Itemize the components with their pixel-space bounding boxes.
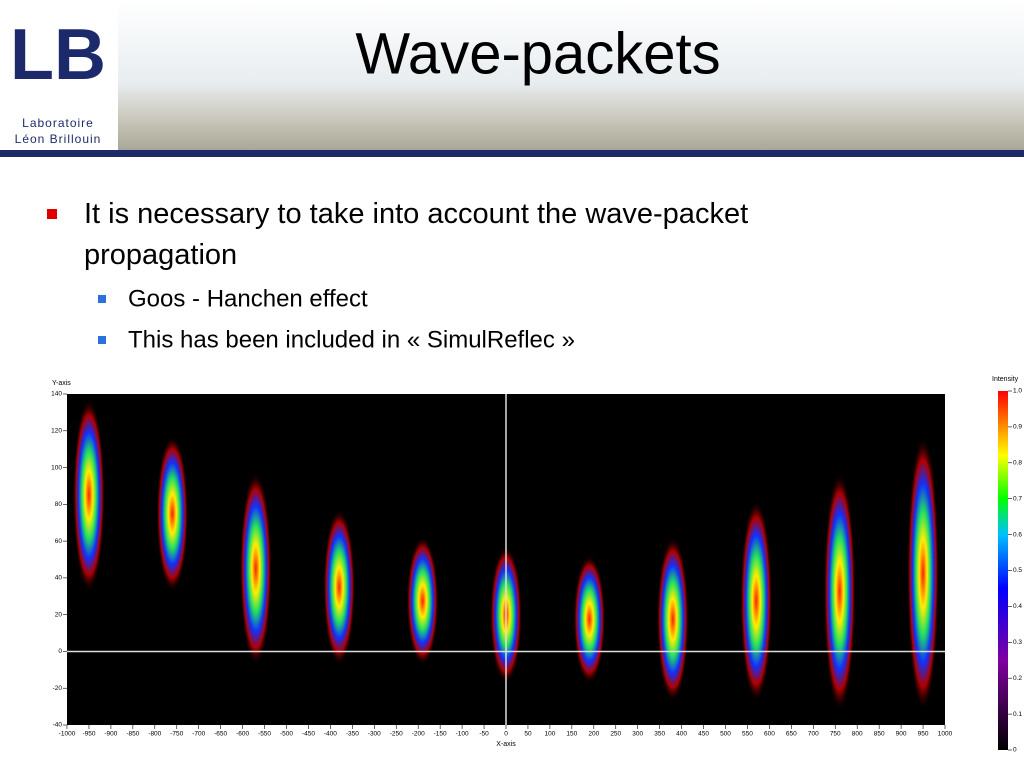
x-tick-label: -250: [390, 731, 403, 738]
x-tick-label: 300: [632, 731, 643, 738]
colorbar-tick-label: 0.3: [1013, 639, 1022, 646]
wave-packet: [656, 536, 689, 703]
wave-packet: [156, 435, 189, 592]
x-tick-label: -550: [258, 731, 271, 738]
colorbar-tick-label: 0.1: [1013, 711, 1022, 718]
wave-packet: [740, 499, 773, 703]
colorbar-title: Intensity: [992, 376, 1019, 383]
bullet-icon: [98, 295, 106, 303]
y-tick-label: -40: [53, 722, 63, 729]
x-tick-label: 200: [588, 731, 599, 738]
x-tick-label: 0: [504, 731, 508, 738]
x-tick-label: -900: [104, 731, 117, 738]
wave-packet: [72, 398, 105, 592]
wave-packet: [239, 471, 272, 666]
colorbar-tick-label: 0.4: [1013, 603, 1022, 610]
x-tick-label: 900: [896, 731, 907, 738]
colorbar: [998, 391, 1008, 750]
y-tick-label: 120: [51, 427, 62, 434]
wave-packet: [823, 471, 856, 712]
logo-mark: LB: [10, 15, 106, 95]
y-tick-label: 40: [55, 575, 63, 582]
colorbar-tick-label: 0.8: [1013, 460, 1022, 467]
y-tick-label: 100: [51, 464, 62, 471]
x-tick-label: 150: [566, 731, 577, 738]
y-tick-label: 20: [55, 611, 63, 618]
x-tick-label: -650: [214, 731, 227, 738]
x-tick-label: -400: [324, 731, 337, 738]
bullet-icon: [98, 336, 106, 344]
x-tick-label: -700: [192, 731, 205, 738]
y-tick-label: 0: [58, 648, 62, 655]
x-tick-label: -750: [170, 731, 183, 738]
wave-packet: [406, 536, 439, 666]
header-photo: [118, 0, 1024, 150]
x-tick-label: -50: [479, 731, 489, 738]
x-tick-label: 400: [676, 731, 687, 738]
x-tick-label: 700: [808, 731, 819, 738]
x-tick-label: -500: [280, 731, 293, 738]
x-tick-label: 800: [852, 731, 863, 738]
bullet-icon: [47, 209, 57, 219]
colorbar-tick-label: 0: [1013, 747, 1017, 754]
header-bar: [0, 150, 1024, 157]
axis-label: Y-axis: [52, 380, 71, 387]
y-tick-label: 80: [55, 501, 63, 508]
x-tick-label: -450: [302, 731, 315, 738]
x-tick-label: 100: [544, 731, 555, 738]
x-tick-label: 350: [654, 731, 665, 738]
y-tick-label: 140: [51, 391, 62, 398]
x-tick-label: -800: [148, 731, 161, 738]
logo-box: [0, 0, 118, 150]
sub-bullet-text: This has been included in « SimulReflec …: [128, 326, 575, 353]
x-tick-label: 600: [764, 731, 775, 738]
x-tick-label: -850: [126, 731, 139, 738]
x-tick-label: -150: [434, 731, 447, 738]
x-tick-label: -1000: [59, 731, 76, 738]
x-tick-label: -600: [236, 731, 249, 738]
colorbar-tick-label: 0.9: [1013, 424, 1022, 431]
slide-title: Wave-packets: [355, 21, 720, 86]
wave-packet: [573, 554, 606, 684]
x-tick-label: -200: [412, 731, 425, 738]
x-tick-label: -100: [456, 731, 469, 738]
x-tick-label: 550: [742, 731, 753, 738]
x-tick-label: 450: [698, 731, 709, 738]
colorbar-tick-label: 0.7: [1013, 495, 1022, 502]
x-tick-label: 850: [874, 731, 885, 738]
colorbar-tick-label: 1.0: [1013, 388, 1022, 395]
colorbar-tick-label: 0.2: [1013, 675, 1022, 682]
logo-text: Léon Brillouin: [15, 132, 102, 146]
x-tick-label: 750: [830, 731, 841, 738]
x-tick-label: 250: [610, 731, 621, 738]
sub-bullet-text: Goos - Hanchen effect: [128, 285, 368, 312]
y-tick-label: -20: [53, 685, 63, 692]
x-tick-label: -300: [368, 731, 381, 738]
x-tick-label: 950: [918, 731, 929, 738]
x-tick-label: 50: [524, 731, 532, 738]
x-tick-label: -950: [82, 731, 95, 738]
x-tick-label: 650: [786, 731, 797, 738]
wave-packet: [323, 508, 356, 666]
x-tick-label: 1000: [938, 731, 953, 738]
axis-label: X-axis: [496, 741, 516, 748]
colorbar-tick-label: 0.6: [1013, 531, 1022, 538]
colorbar-tick-label: 0.5: [1013, 567, 1022, 574]
wave-packet: [907, 435, 940, 712]
y-tick-label: 60: [55, 538, 63, 545]
x-tick-label: -350: [346, 731, 359, 738]
logo-text: Laboratoire: [22, 116, 94, 130]
x-tick-label: 500: [720, 731, 731, 738]
bullet-text: It is necessary to take into account the…: [84, 198, 748, 271]
